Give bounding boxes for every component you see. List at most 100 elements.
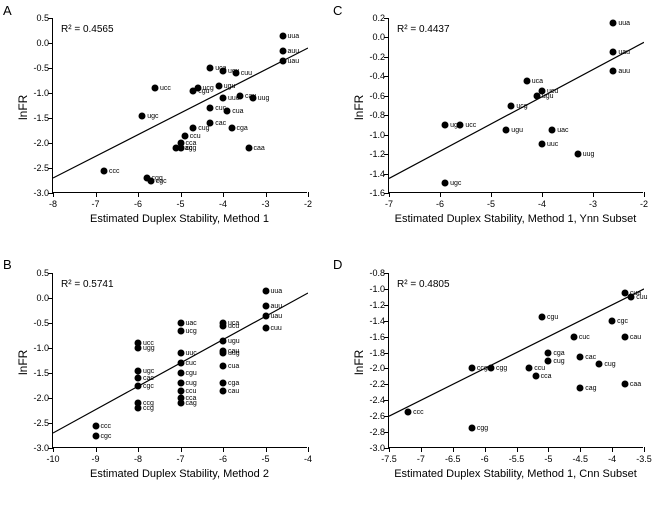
point-label: cau — [630, 334, 641, 341]
plot-area-A: R² = 0.4565-3.0-2.5-2.0-1.5-1.0-0.50.00.… — [52, 18, 307, 193]
r2-label: R² = 0.4565 — [61, 24, 114, 35]
xtick-label: -5 — [254, 454, 278, 464]
ytick-label: -2.5 — [21, 163, 49, 173]
data-point — [279, 57, 286, 64]
ytick-label: -0.5 — [21, 63, 49, 73]
trend-line — [53, 18, 308, 193]
point-label: ccc — [109, 168, 120, 175]
data-point — [135, 367, 142, 374]
data-point — [207, 65, 214, 72]
point-label: ugu — [511, 127, 523, 134]
data-point — [577, 385, 584, 392]
xtick — [308, 447, 309, 452]
point-label: cug — [604, 361, 615, 368]
xtick — [491, 192, 492, 197]
point-label: caa — [630, 381, 641, 388]
data-point — [177, 327, 184, 334]
data-point — [190, 125, 197, 132]
point-label: ccg — [143, 405, 154, 412]
point-label: cac — [143, 375, 154, 382]
xtick-label: -5 — [479, 199, 503, 209]
r2-label: R² = 0.4805 — [397, 279, 450, 290]
data-point — [539, 141, 546, 148]
ytick-label: -0.8 — [357, 268, 385, 278]
xtick — [485, 447, 486, 452]
point-label: cag — [585, 385, 596, 392]
point-label: cuc — [579, 334, 590, 341]
data-point — [92, 432, 99, 439]
ytick-label: -2.4 — [357, 395, 385, 405]
point-label: cug — [186, 380, 197, 387]
data-point — [101, 167, 108, 174]
ytick-label: -1.2 — [357, 149, 385, 159]
xtick — [138, 192, 139, 197]
data-point — [570, 333, 577, 340]
data-point — [574, 151, 581, 158]
r2-label: R² = 0.4437 — [397, 24, 450, 35]
point-label: cac — [585, 354, 596, 361]
xtick — [580, 447, 581, 452]
point-label: uua — [618, 20, 630, 27]
data-point — [135, 345, 142, 352]
data-point — [610, 19, 617, 26]
data-point — [228, 125, 235, 132]
point-label: auu — [618, 68, 630, 75]
ytick-label: -2.8 — [357, 427, 385, 437]
data-point — [220, 380, 227, 387]
point-label: ccu — [190, 133, 201, 140]
xtick — [440, 192, 441, 197]
xtick-label: -3 — [581, 199, 605, 209]
ytick-label: 0.0 — [357, 32, 385, 42]
point-label: cuu — [271, 325, 282, 332]
point-label: cua — [232, 108, 243, 115]
point-label: ccc — [101, 423, 112, 430]
xtick-label: -6 — [126, 199, 150, 209]
point-label: ugc — [450, 180, 461, 187]
data-point — [468, 365, 475, 372]
data-point — [279, 32, 286, 39]
data-point — [503, 126, 510, 133]
point-label: cuu — [241, 70, 252, 77]
xtick — [266, 447, 267, 452]
ytick-label: 0.0 — [21, 38, 49, 48]
xtick — [421, 447, 422, 452]
point-label: ugg — [450, 122, 462, 129]
ytick-label: 0.5 — [21, 268, 49, 278]
xtick-label: -4 — [296, 454, 320, 464]
point-label: cug — [198, 125, 209, 132]
point-label: ugc — [143, 368, 154, 375]
point-label: uug — [583, 151, 595, 158]
xtick-label: -5 — [536, 454, 560, 464]
xlabel: Estimated Duplex Stability, Method 1, Yn… — [388, 213, 643, 225]
data-point — [135, 405, 142, 412]
xtick — [181, 447, 182, 452]
ylabel: lnFR — [16, 94, 30, 119]
data-point — [181, 132, 188, 139]
data-point — [468, 425, 475, 432]
xtick — [138, 447, 139, 452]
data-point — [220, 322, 227, 329]
data-point — [190, 87, 197, 94]
ytick-label: 0.0 — [21, 293, 49, 303]
data-point — [177, 320, 184, 327]
ytick-label: -0.2 — [357, 52, 385, 62]
ytick-label: -3.0 — [21, 188, 49, 198]
xtick-label: -8 — [41, 199, 65, 209]
point-label: uug — [228, 350, 240, 357]
data-point — [526, 365, 533, 372]
data-point — [488, 365, 495, 372]
ytick-label: -1.4 — [357, 316, 385, 326]
ytick-label: 0.2 — [357, 13, 385, 23]
xtick-label: -4 — [211, 199, 235, 209]
panel-letter: B — [3, 257, 12, 272]
data-point — [177, 350, 184, 357]
point-label: cgc — [617, 318, 628, 325]
xtick — [548, 447, 549, 452]
point-label: cgu — [198, 88, 209, 95]
point-label: cgc — [156, 178, 167, 185]
point-label: cgg — [477, 425, 488, 432]
xtick-label: -2 — [296, 199, 320, 209]
point-label: cga — [228, 380, 239, 387]
point-label: ugg — [143, 345, 155, 352]
data-point — [539, 313, 546, 320]
